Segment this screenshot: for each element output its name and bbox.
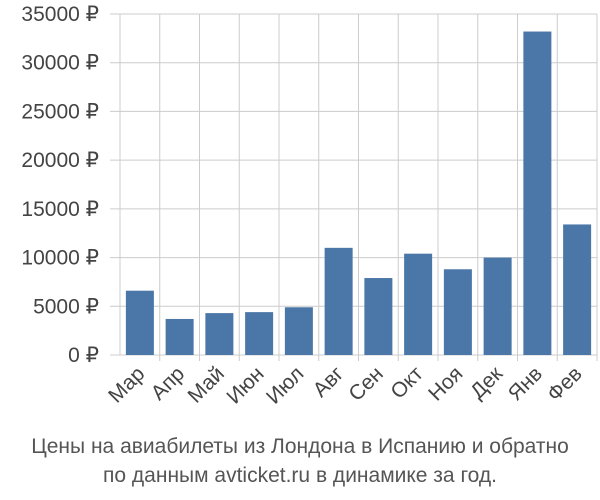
grid-lines <box>110 13 598 361</box>
bar <box>563 224 592 355</box>
x-tick-label: Июл <box>262 362 308 408</box>
x-tick-label: Ноя <box>424 362 467 405</box>
x-tick-label: Фев <box>543 362 587 406</box>
y-tick-label: 5000 ₽ <box>33 295 99 318</box>
bar <box>483 257 512 355</box>
bar <box>523 31 552 356</box>
y-tick-label: 15000 ₽ <box>21 198 99 221</box>
caption-line-1: Цены на авиабилеты из Лондона в Испанию … <box>31 435 569 458</box>
x-tick-label: Июн <box>222 362 268 408</box>
y-tick-label: 20000 ₽ <box>21 149 99 172</box>
bar <box>364 278 393 355</box>
bar <box>284 307 313 355</box>
x-tick-label: Май <box>184 362 229 407</box>
y-tick-label: 35000 ₽ <box>21 3 99 26</box>
x-tick-label: Янв <box>504 362 547 405</box>
y-tick-label: 25000 ₽ <box>21 100 99 123</box>
y-tick-label: 0 ₽ <box>68 344 99 367</box>
bars <box>125 31 592 356</box>
bar <box>205 313 234 355</box>
bar <box>324 247 353 355</box>
bar <box>245 312 274 355</box>
x-tick-label: Дек <box>466 362 508 404</box>
bar <box>404 253 433 355</box>
y-tick-label: 10000 ₽ <box>21 247 99 270</box>
x-tick-label: Сен <box>344 362 387 405</box>
bar <box>125 290 154 355</box>
price-bar-chart: 0 ₽ 5000 ₽ 10000 ₽ 15000 ₽ 20000 ₽ 25000 ₽ 300… <box>21 3 598 409</box>
x-tick-label: Авг <box>309 362 349 402</box>
x-tick-label: Окт <box>386 362 428 404</box>
x-tick-label: Апр <box>147 362 189 404</box>
caption-line-2: по данным avticket.ru в динамике за год. <box>103 464 497 487</box>
chart-caption: Цены на авиабилеты из Лондона в Испанию … <box>0 432 600 490</box>
bar <box>443 269 472 355</box>
y-tick-label: 30000 ₽ <box>21 52 99 75</box>
y-axis-tick-labels: 0 ₽ 5000 ₽ 10000 ₽ 15000 ₽ 20000 ₽ 25000 ₽ 300… <box>21 3 99 367</box>
bar <box>165 318 194 355</box>
x-tick-label: Мар <box>104 362 149 407</box>
